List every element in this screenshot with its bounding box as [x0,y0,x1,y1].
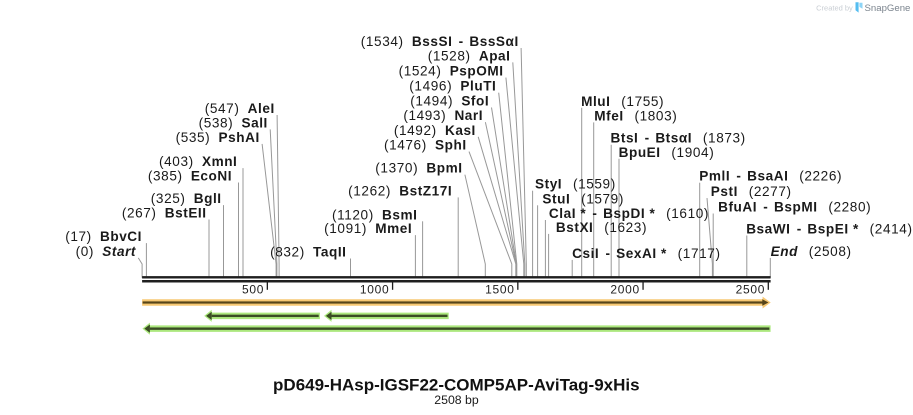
svg-text:(1370)BpmI: (1370) BpmI [375,161,462,176]
svg-text:MluI(1755): MluI (1755) [581,94,664,109]
svg-text:(547)AleI: (547) AleI [205,101,275,116]
svg-text:Created by: Created by [816,3,853,12]
svg-text:(1091)MmeI: (1091) MmeI [324,221,412,236]
svg-text:(1494)SfoI: (1494) SfoI [410,94,489,109]
svg-text:PstI(2277): PstI (2277) [711,184,792,199]
svg-text:BstXI(1623): BstXI (1623) [556,220,647,235]
svg-text:(1476)SphI: (1476) SphI [384,138,467,153]
svg-text:(538)SalI: (538) SalI [199,115,268,130]
svg-text:2500: 2500 [736,282,766,296]
svg-text:(832)TaqII: (832) TaqII [270,245,346,260]
svg-text:(535)PshAI: (535) PshAI [176,130,260,145]
svg-text:(385)EcoNI: (385) EcoNI [148,169,232,184]
svg-text:End(2508): End (2508) [771,244,852,259]
svg-text:SnapGene: SnapGene [865,3,911,14]
svg-text:(1496)PluTI: (1496) PluTI [409,79,496,94]
svg-text:ClaI *-BspDI *(1610): ClaI * - BspDI * (1610) [549,206,709,221]
svg-text:StuI(1579): StuI (1579) [542,191,624,206]
svg-text:StyI(1559): StyI (1559) [535,177,616,192]
svg-text:BsaWI-BspEI *(2414): BsaWI - BspEI * (2414) [746,222,912,237]
svg-text:(403)XmnI: (403) XmnI [159,154,237,169]
svg-text:(325)BglI: (325) BglI [151,191,222,206]
svg-text:CsiI-SexAI *(1717): CsiI - SexAI * (1717) [572,246,720,261]
svg-text:BfuAI-BspMI(2280): BfuAI - BspMI (2280) [718,200,871,215]
svg-text:(17)BbvCI: (17) BbvCI [65,229,142,244]
svg-text:(1528)ApaI: (1528) ApaI [428,48,511,63]
svg-text:2000: 2000 [610,282,640,296]
svg-text:PmlI-BsaAI(2226): PmlI - BsaAI (2226) [699,169,842,184]
svg-text:2508 bp: 2508 bp [434,393,479,407]
svg-text:500: 500 [242,282,264,296]
svg-text:(1534)BssSI-BssSαI: (1534) BssSI - BssSαI [361,34,519,49]
svg-text:(1492)KasI: (1492) KasI [394,123,476,138]
svg-text:(1262)BstZ17I: (1262) BstZ17I [348,183,452,198]
svg-text:(0)Start: (0) Start [76,244,136,259]
svg-text:1000: 1000 [360,282,390,296]
svg-text:(267)BstEII: (267) BstEII [122,206,207,221]
svg-text:1500: 1500 [485,282,515,296]
svg-text:pD649-HAsp-IGSF22-COMP5AP-AviT: pD649-HAsp-IGSF22-COMP5AP-AviTag-9xHis [273,375,640,394]
svg-text:(1493)NarI: (1493) NarI [403,108,483,123]
svg-text:BpuEI(1904): BpuEI (1904) [619,145,715,160]
svg-text:(1120)BsmI: (1120) BsmI [332,207,418,222]
svg-text:(1524)PspOMI: (1524) PspOMI [399,64,504,79]
svg-text:BtsI-BtsαI(1873): BtsI - BtsαI (1873) [611,131,746,146]
svg-text:MfeI(1803): MfeI (1803) [594,108,677,123]
